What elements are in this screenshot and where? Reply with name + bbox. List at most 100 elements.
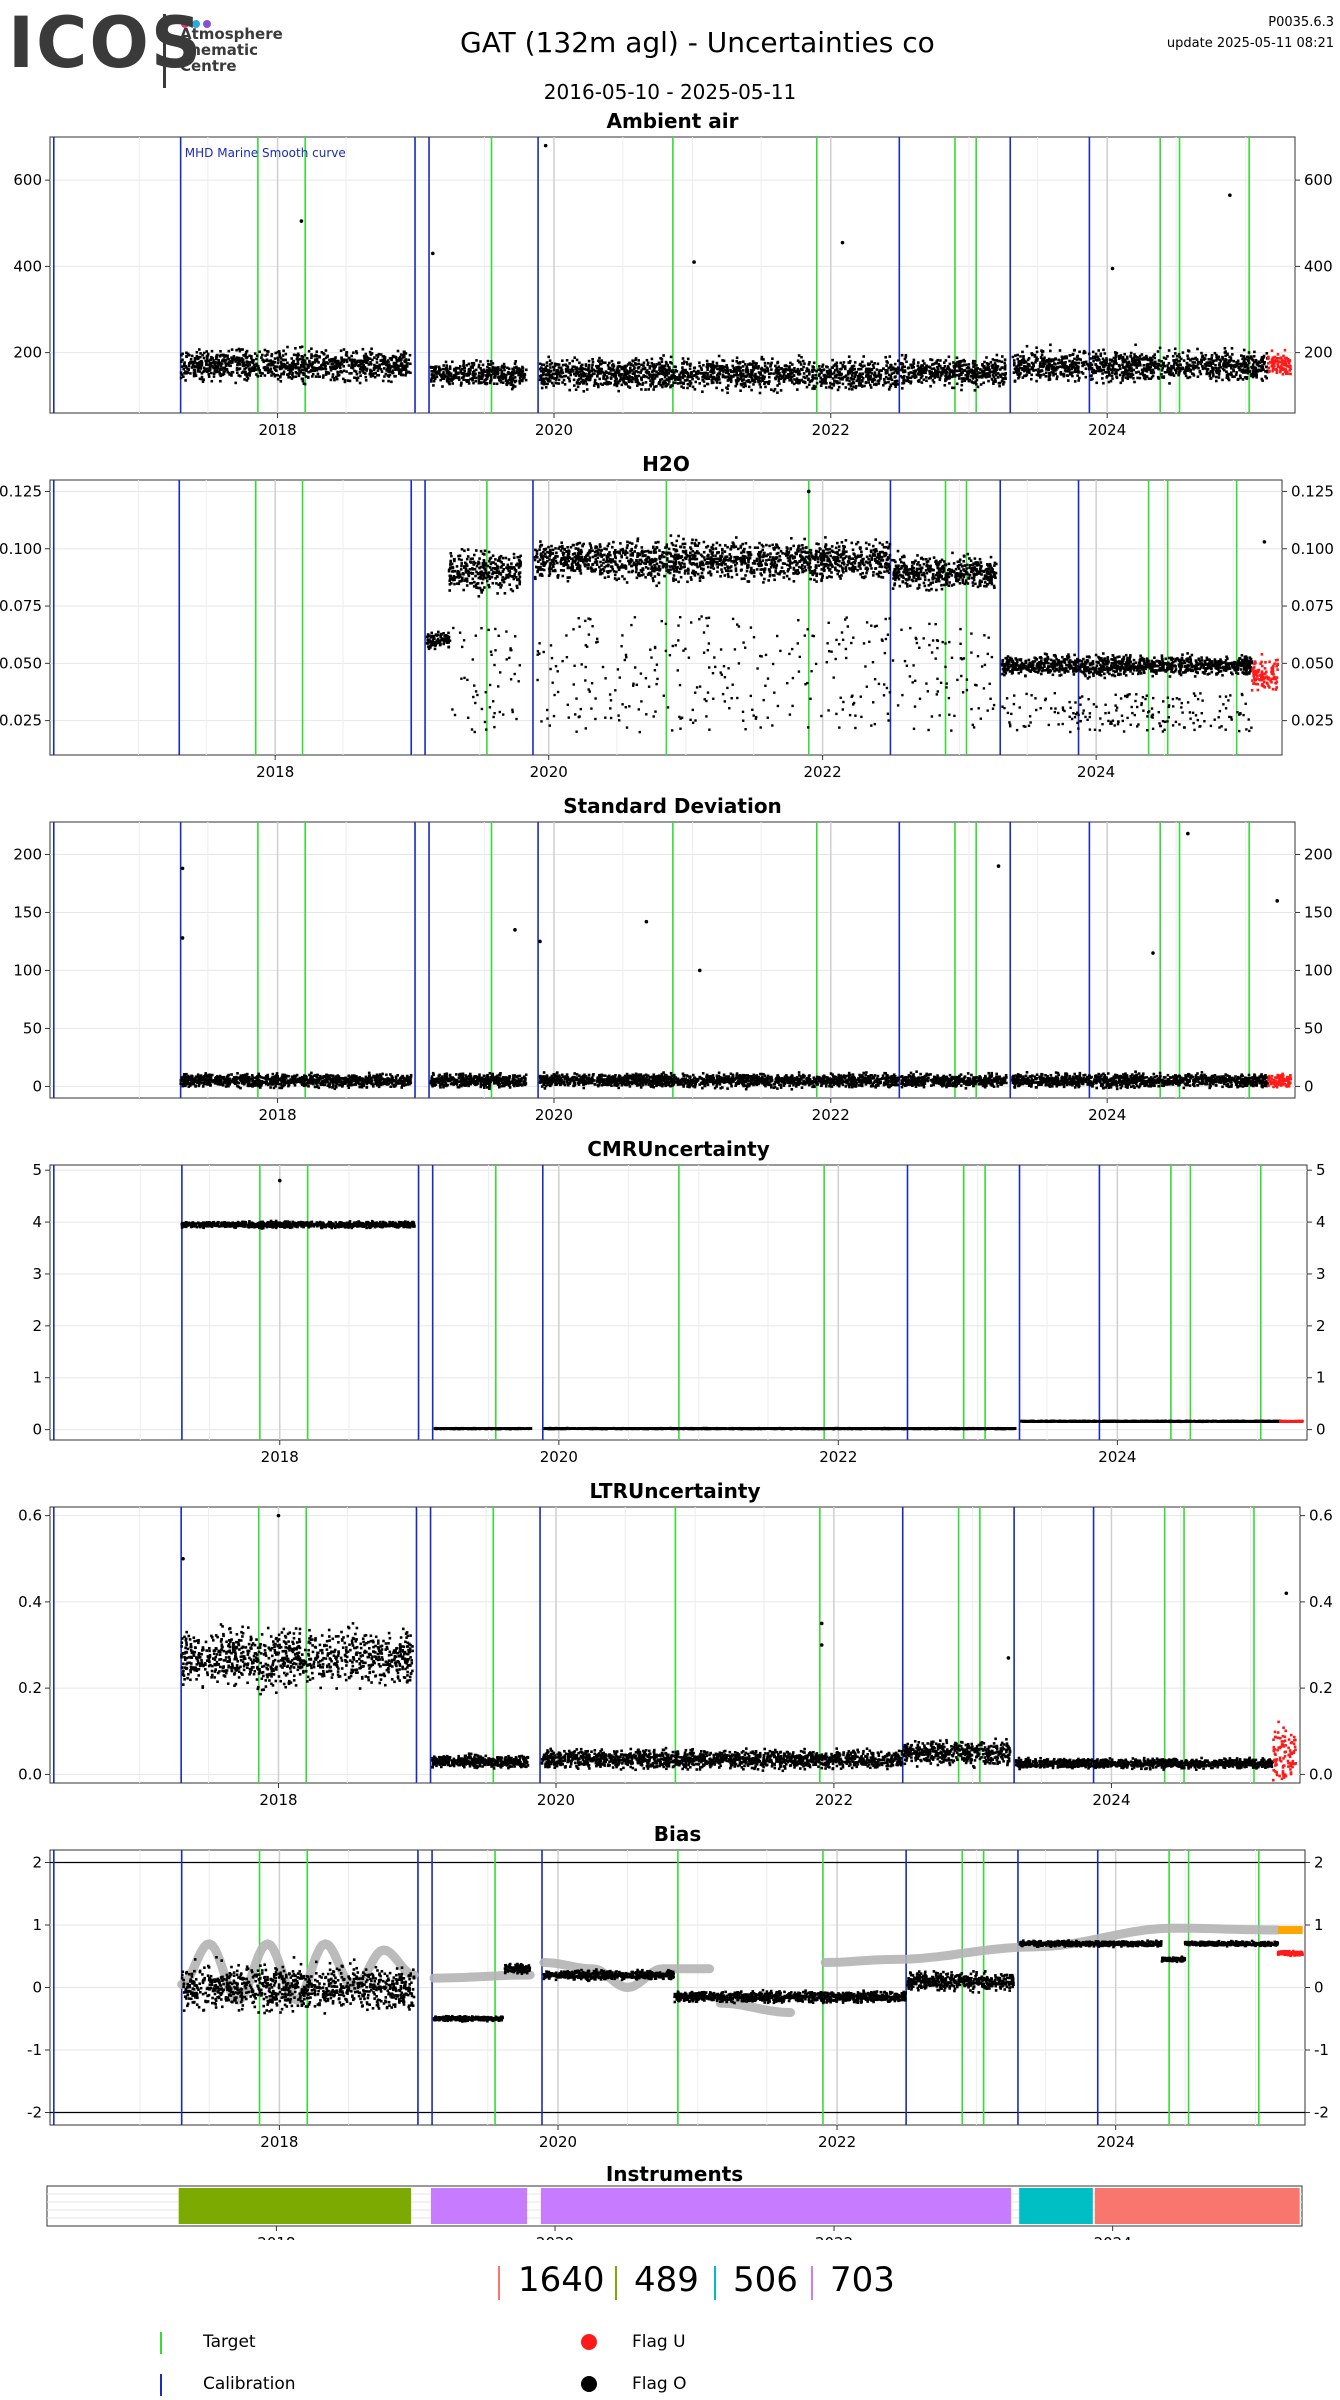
data-point: [447, 370, 450, 374]
data-point: [917, 370, 921, 374]
data-point: [185, 351, 188, 355]
data-point: [895, 381, 898, 384]
data-point: [803, 381, 807, 385]
data-point: [1078, 350, 1081, 354]
data-point: [1105, 358, 1108, 362]
data-point: [369, 371, 372, 374]
data-point: [298, 357, 302, 361]
data-point: [587, 363, 591, 367]
data-point: [1283, 370, 1287, 373]
data-point: [828, 385, 832, 388]
data-point: [272, 366, 276, 370]
data-point: [205, 370, 209, 373]
data-point: [1196, 362, 1200, 366]
data-point: [848, 379, 851, 383]
data-point: [182, 363, 186, 366]
data-point: [494, 558, 497, 561]
data-point: [917, 380, 921, 383]
data-point: [1047, 360, 1050, 363]
data-point: [219, 353, 223, 357]
data-point: [924, 369, 927, 372]
data-point: [557, 363, 561, 366]
data-point: [447, 381, 451, 385]
data-point: [250, 367, 254, 371]
data-point: [246, 373, 250, 376]
data-point: [1162, 376, 1165, 379]
data-point: [568, 388, 571, 392]
data-point: [576, 385, 580, 389]
data-point: [210, 365, 214, 368]
data-point: [625, 364, 628, 368]
data-point: [503, 592, 507, 595]
data-point: [742, 385, 745, 389]
data-point: [467, 374, 471, 377]
data-point: [451, 376, 455, 379]
data-point: [505, 383, 509, 387]
data-point: [274, 351, 277, 355]
data-point: [351, 366, 355, 370]
data-point: [244, 351, 248, 354]
data-point: [246, 365, 250, 368]
data-point: [214, 370, 218, 374]
data-point: [1091, 369, 1095, 372]
data-point: [1125, 364, 1128, 368]
data-point: [1267, 366, 1271, 370]
data-point: [1177, 373, 1180, 377]
data-point: [777, 379, 781, 383]
data-point: [511, 367, 514, 371]
data-point: [197, 363, 201, 366]
data-point: [200, 363, 204, 367]
data-point: [936, 366, 939, 369]
data-point: [617, 389, 620, 393]
data-point: [659, 378, 662, 382]
data-point: [305, 367, 309, 370]
data-point: [715, 376, 719, 380]
data-point: [696, 372, 700, 375]
data-point: [304, 362, 307, 365]
data-point: [721, 375, 725, 379]
data-point: [193, 365, 196, 368]
data-point: [516, 562, 519, 565]
data-point: [596, 374, 599, 377]
data-point: [212, 360, 215, 364]
data-point: [288, 370, 292, 373]
data-point: [447, 645, 450, 649]
data-point: [454, 370, 458, 374]
data-point: [458, 554, 462, 557]
data-point: [642, 361, 646, 365]
data-point: [866, 376, 870, 379]
data-point: [868, 370, 872, 373]
data-point: [711, 363, 714, 366]
data-point: [473, 369, 476, 373]
data-point: [302, 358, 305, 362]
data-point: [815, 377, 818, 380]
data-point: [395, 360, 399, 363]
data-point: [206, 352, 210, 356]
data-point: [983, 360, 986, 364]
data-point: [732, 369, 735, 373]
data-point: [213, 369, 217, 373]
data-point: [311, 375, 314, 378]
data-point: [668, 366, 671, 369]
data-point: [1093, 355, 1097, 358]
data-point: [578, 370, 581, 374]
x-tick-label: 2022: [812, 421, 850, 439]
data-point: [1240, 362, 1243, 366]
data-point: [1256, 362, 1260, 365]
data-point: [550, 361, 554, 365]
data-point: [457, 570, 461, 574]
data-point: [828, 369, 832, 372]
data-point: [693, 373, 697, 377]
data-point: [1117, 363, 1121, 367]
data-point: [1272, 367, 1275, 371]
data-point: [679, 378, 682, 382]
data-point: [201, 353, 204, 357]
data-point: [1175, 371, 1178, 375]
data-point: [944, 379, 947, 383]
data-point: [739, 375, 743, 379]
data-point: [216, 370, 220, 373]
data-point: [180, 373, 184, 376]
data-point: [284, 358, 287, 362]
data-point: [899, 361, 903, 365]
data-point: [191, 363, 195, 367]
